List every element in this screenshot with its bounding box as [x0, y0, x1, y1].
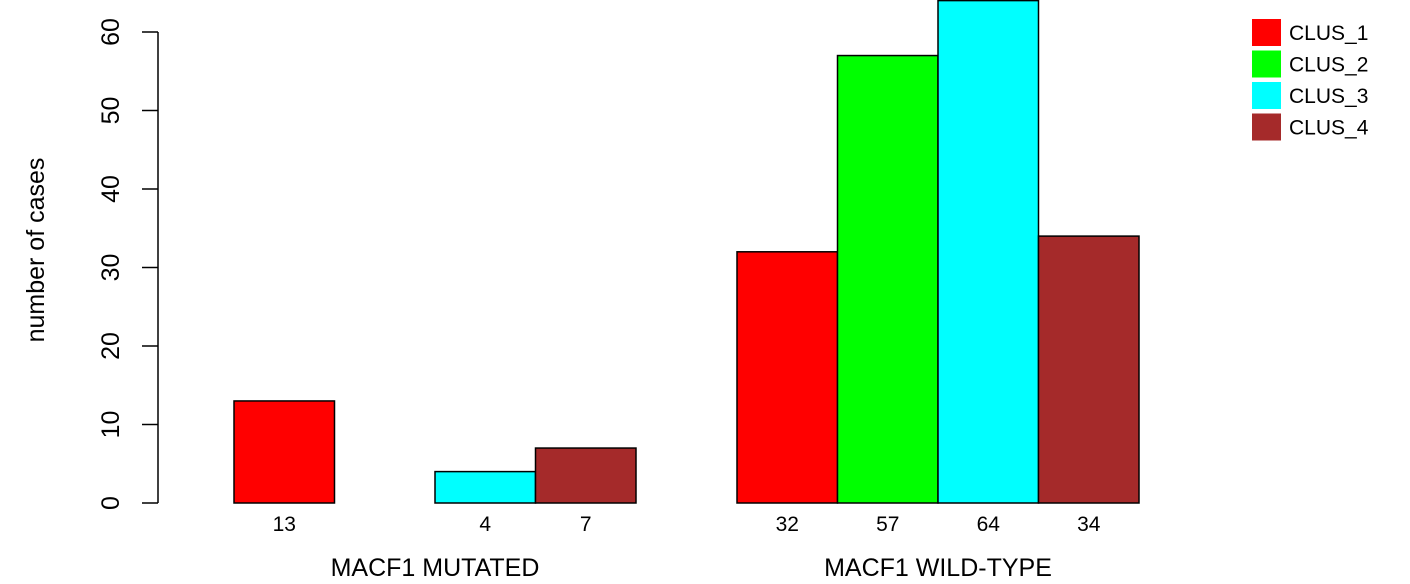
legend-swatch-clus-2 [1252, 50, 1281, 78]
bar-value-label: 4 [479, 513, 491, 536]
legend-label: CLUS_2 [1289, 54, 1368, 77]
y-tick-label: 40 [97, 175, 125, 203]
bar-clus-3-2 [937, 0, 1040, 504]
bar-value-label: 32 [776, 513, 799, 536]
bar-value-label: 57 [876, 513, 899, 536]
y-tick-label: 50 [97, 97, 125, 125]
legend-swatch-clus-3 [1252, 82, 1281, 109]
bar-clus-1-1 [233, 400, 336, 504]
y-axis-label: number of cases [22, 158, 50, 343]
bar-value-label: 13 [273, 513, 296, 536]
legend-swatch-clus-4 [1252, 113, 1281, 141]
bar-clus-2-2 [836, 54, 939, 504]
bar-value-label: 64 [977, 513, 1001, 536]
category-label: MACF1 WILD-TYPE [824, 554, 1052, 582]
legend-label: CLUS_4 [1289, 117, 1369, 140]
bar-clus-3-1 [434, 470, 537, 504]
y-tick-label: 10 [97, 411, 125, 439]
bar-value-label: 7 [580, 513, 592, 536]
y-tick-label: 20 [97, 332, 125, 360]
category-label: MACF1 MUTATED [331, 554, 540, 582]
legend-label: CLUS_3 [1289, 85, 1368, 108]
y-tick-label: 30 [97, 254, 125, 282]
bar-clus-1-2 [736, 251, 839, 504]
legend-label: CLUS_1 [1289, 22, 1368, 45]
legend: CLUS_1 CLUS_2 CLUS_3 CLUS_4 [1252, 19, 1369, 141]
bar-clus-4-1 [534, 447, 637, 504]
bar-value-label: 34 [1077, 513, 1101, 536]
bar-clus-4-2 [1037, 235, 1140, 504]
legend-swatch-clus-1 [1252, 19, 1281, 46]
group-labels: MACF1 MUTATED MACF1 WILD-TYPE [331, 554, 1052, 582]
bar-value-labels: 13 4 7 32 57 64 34 [273, 513, 1101, 536]
bars [233, 0, 1140, 504]
y-tick-label: 0 [97, 496, 125, 510]
y-tick-label: 60 [97, 18, 125, 46]
y-axis: 0 10 20 30 40 50 60 [97, 18, 159, 510]
